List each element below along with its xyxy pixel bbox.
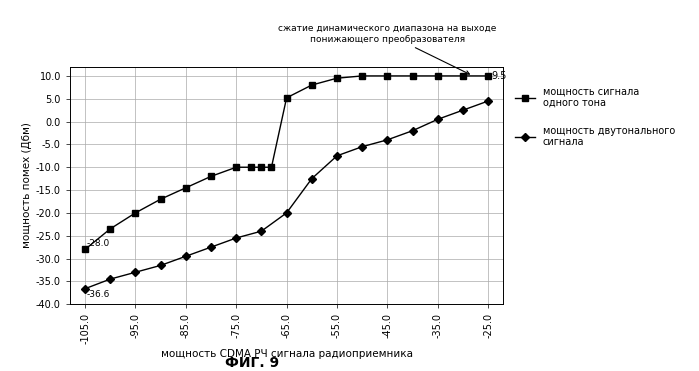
мощность двутонального
сигнала	[81, 286, 89, 291]
Line: мощность двутонального
сигнала: мощность двутонального сигнала	[82, 98, 491, 292]
мощность сигнала
одного тона	[81, 247, 89, 252]
мощность сигнала
одного тона	[459, 74, 467, 78]
мощность двутонального
сигнала	[358, 144, 366, 149]
мощность двутонального
сигнала	[408, 128, 417, 133]
мощность двутонального
сигнала	[433, 117, 442, 122]
мощность сигнала
одного тона	[267, 165, 275, 170]
мощность сигнала
одного тона	[232, 165, 240, 170]
мощность двутонального
сигнала	[333, 154, 341, 158]
мощность двутонального
сигнала	[459, 108, 467, 112]
мощность сигнала
одного тона	[358, 74, 366, 78]
мощность сигнала
одного тона	[408, 74, 417, 78]
мощность двутонального
сигнала	[383, 138, 391, 142]
мощность сигнала
одного тона	[157, 197, 165, 201]
Text: сжатие динамического диапазона на выходе
понижающего преобразователя: сжатие динамического диапазона на выходе…	[278, 24, 496, 74]
мощность двутонального
сигнала	[157, 263, 165, 267]
мощность сигнала
одного тона	[484, 74, 492, 78]
мощность двутонального
сигнала	[232, 236, 240, 240]
Legend: мощность сигнала
одного тона, мощность двутонального
сигнала: мощность сигнала одного тона, мощность д…	[512, 83, 678, 150]
мощность сигнала
одного тона	[247, 165, 256, 170]
мощность сигнала
одного тона	[257, 165, 266, 170]
мощность двутонального
сигнала	[257, 229, 266, 233]
мощность двутонального
сигнала	[282, 211, 291, 215]
мощность сигнала
одного тона	[131, 211, 140, 215]
мощность сигнала
одного тона	[182, 186, 190, 190]
Text: ФИГ. 9: ФИГ. 9	[224, 356, 279, 370]
X-axis label: мощность CDMA РЧ сигнала радиоприемника: мощность CDMA РЧ сигнала радиоприемника	[161, 348, 412, 358]
мощность сигнала
одного тона	[106, 227, 115, 231]
мощность двутонального
сигнала	[484, 99, 492, 103]
мощность сигнала
одного тона	[308, 83, 316, 87]
Line: мощность сигнала
одного тона: мощность сигнала одного тона	[82, 73, 491, 252]
мощность двутонального
сигнала	[207, 245, 215, 249]
мощность сигнала
одного тона	[333, 76, 341, 81]
Text: 9.5: 9.5	[491, 71, 506, 81]
мощность двутонального
сигнала	[182, 254, 190, 259]
мощность двутонального
сигнала	[308, 177, 316, 181]
мощность сигнала
одного тона	[383, 74, 391, 78]
Text: -36.6: -36.6	[87, 290, 110, 299]
мощность двутонального
сигнала	[131, 270, 140, 275]
мощность сигнала
одного тона	[207, 174, 215, 178]
мощность сигнала
одного тона	[433, 74, 442, 78]
Text: -28.0: -28.0	[87, 239, 110, 248]
Y-axis label: мощность помех (Дбм): мощность помех (Дбм)	[22, 122, 31, 249]
мощность сигнала
одного тона	[282, 96, 291, 100]
мощность двутонального
сигнала	[106, 277, 115, 281]
